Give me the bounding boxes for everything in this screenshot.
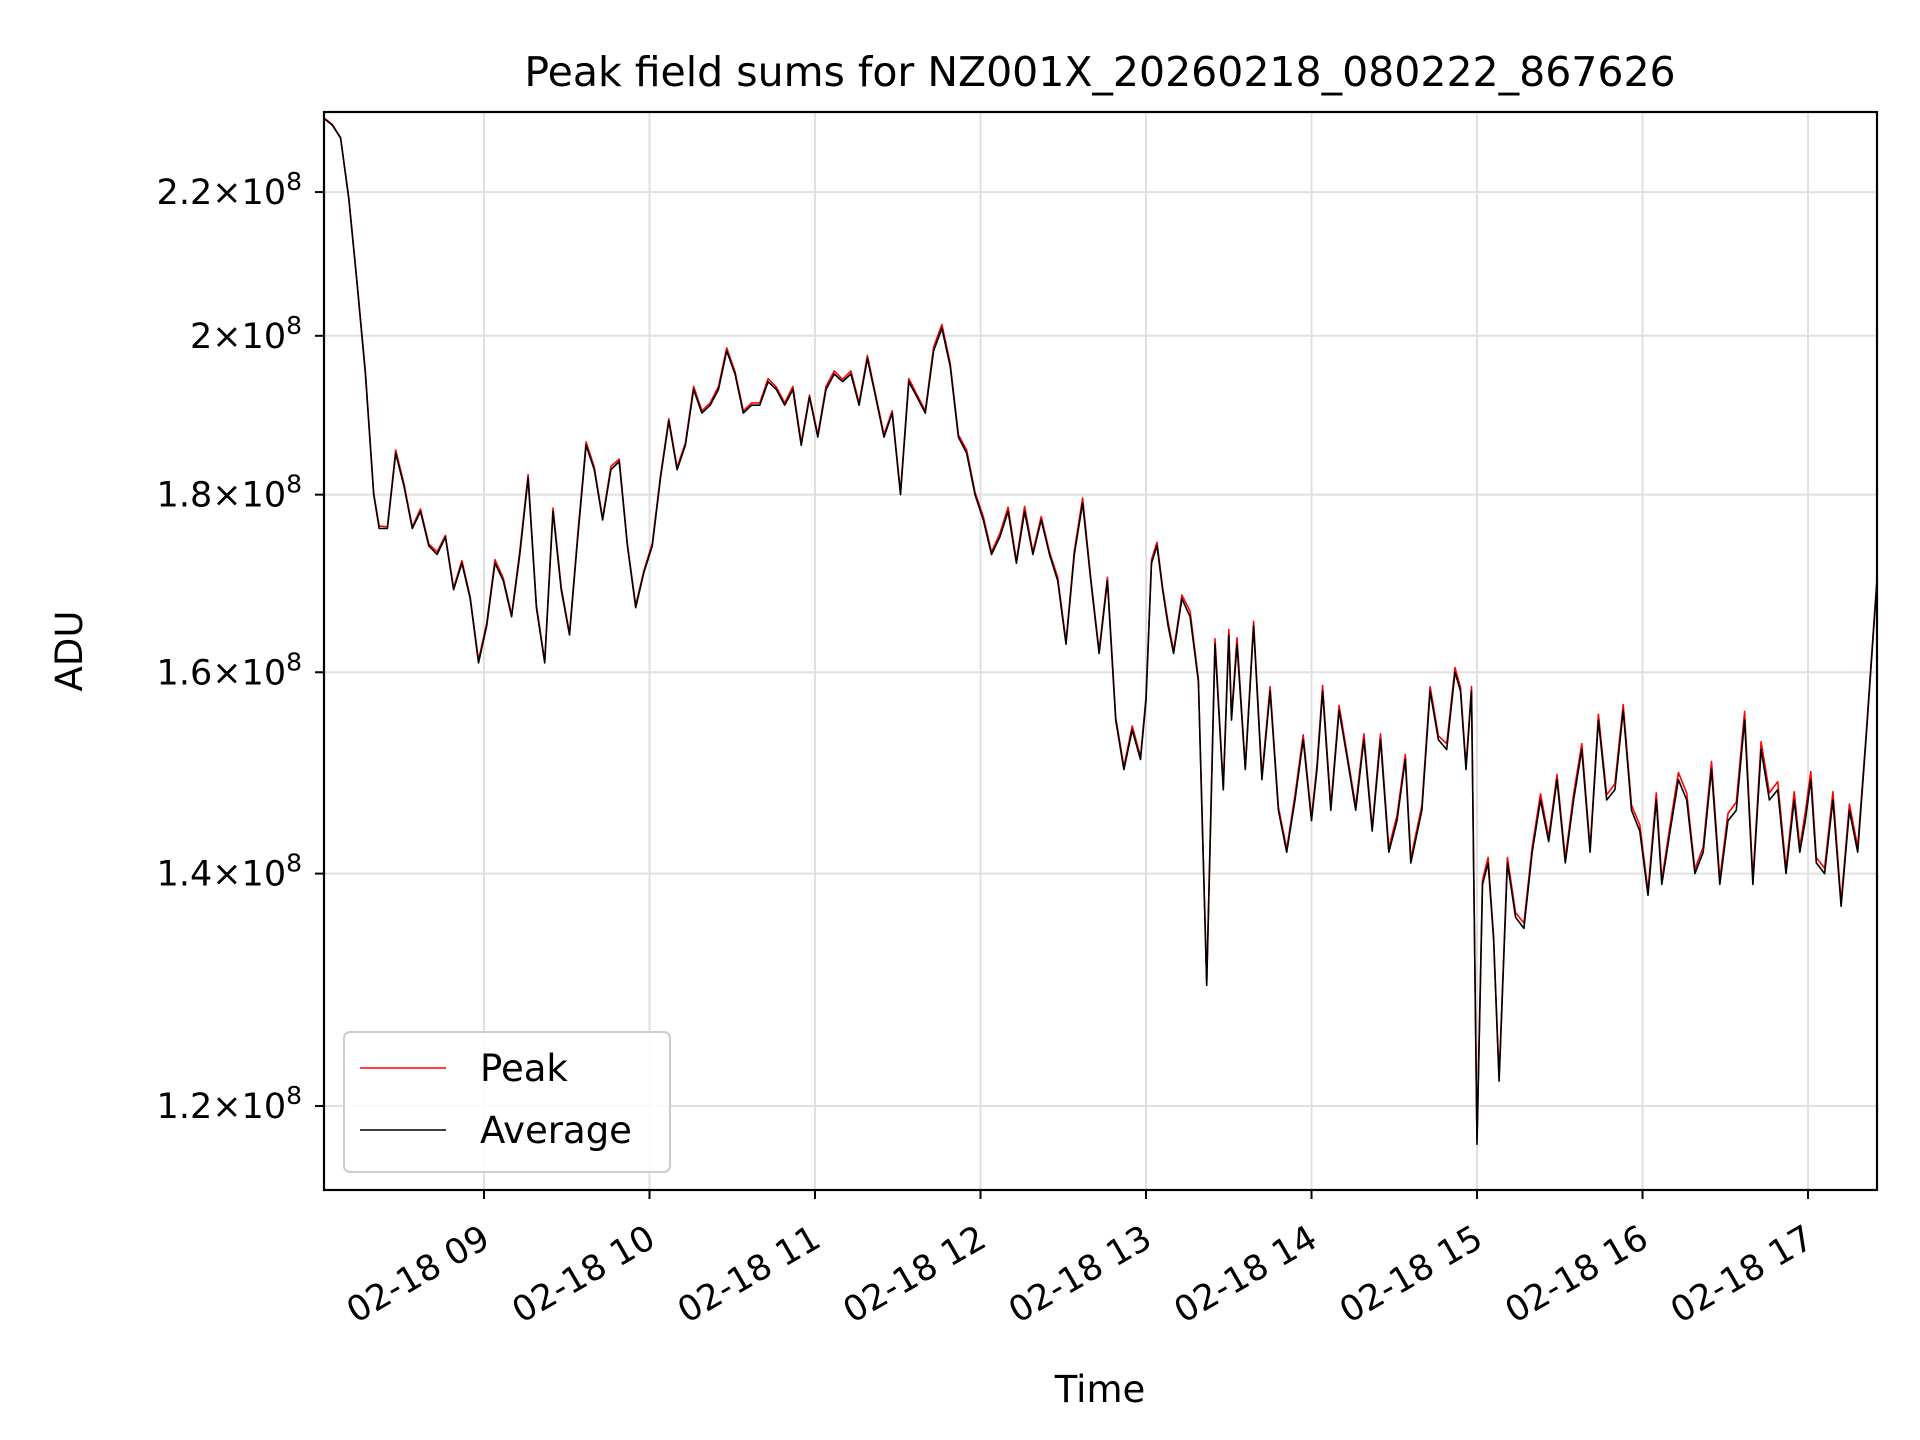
plot-frame (322, 110, 1879, 1192)
series-line-peak (324, 117, 1877, 1142)
series-lines (324, 117, 1877, 1145)
chart-title: Peak field sums for NZ001X_20260218_0802… (524, 48, 1675, 96)
x-tick-label: 02-18 09 (340, 1218, 496, 1331)
y-tick-label: 2.2×108 (157, 167, 302, 213)
y-tick-label: 1.8×108 (157, 470, 302, 516)
y-tick-label: 1.2×108 (157, 1081, 302, 1127)
y-axis-label: ADU (48, 611, 91, 692)
grid (324, 112, 1877, 1190)
y-tick-label: 1.6×108 (157, 647, 302, 693)
x-tick-label: 02-18 16 (1499, 1218, 1655, 1331)
y-tick-label: 2×108 (190, 311, 302, 357)
x-tick-label: 02-18 13 (1002, 1218, 1158, 1331)
x-axis: 02-18 09 02-18 10 02-18 11 02-18 12 02-18 13… (340, 1190, 1821, 1331)
legend-label-peak: Peak (480, 1047, 568, 1090)
x-tick-label: 02-18 17 (1664, 1218, 1820, 1331)
x-tick-label: 02-18 10 (506, 1218, 662, 1331)
legend: Peak Average (343, 1031, 671, 1173)
legend-box (343, 1031, 671, 1173)
series-line-average (324, 117, 1877, 1145)
x-tick-label: 02-18 12 (837, 1218, 993, 1331)
x-tick-label: 02-18 11 (671, 1218, 827, 1331)
x-axis-label: Time (1054, 1368, 1146, 1411)
legend-label-average: Average (480, 1109, 632, 1152)
x-tick-label: 02-18 15 (1333, 1218, 1489, 1331)
y-tick-label: 1.4×108 (157, 849, 302, 895)
y-axis: 1.2×108 1.4×108 1.6×108 1.8×108 2×108 2.2×108 (157, 167, 324, 1127)
x-tick-label: 02-18 14 (1168, 1218, 1324, 1331)
